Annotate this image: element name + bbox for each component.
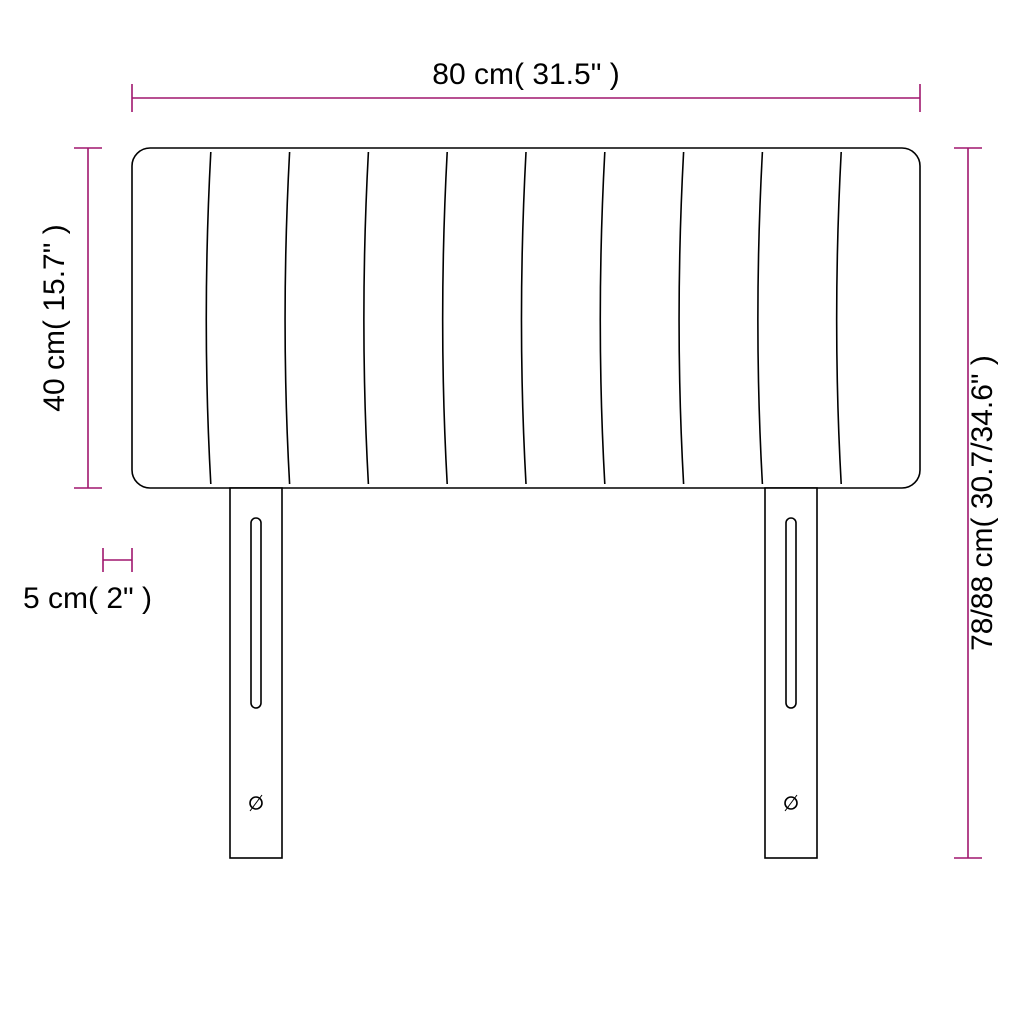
dim-label: 5 cm( 2" ) [23, 582, 152, 615]
dim-label: 78/88 cm( 30.7/34.6" ) [966, 355, 999, 651]
dim-label: 80 cm( 31.5" ) [432, 58, 619, 91]
dim-label: 40 cm( 15.7" ) [38, 224, 71, 411]
